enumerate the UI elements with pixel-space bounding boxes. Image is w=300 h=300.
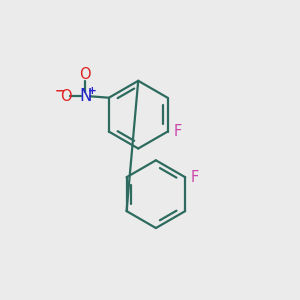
Text: O: O bbox=[60, 89, 72, 104]
Text: O: O bbox=[80, 67, 91, 82]
Text: +: + bbox=[87, 86, 96, 96]
Text: F: F bbox=[191, 170, 200, 185]
Text: N: N bbox=[79, 87, 92, 105]
Text: F: F bbox=[173, 124, 182, 139]
Text: −: − bbox=[55, 85, 66, 98]
